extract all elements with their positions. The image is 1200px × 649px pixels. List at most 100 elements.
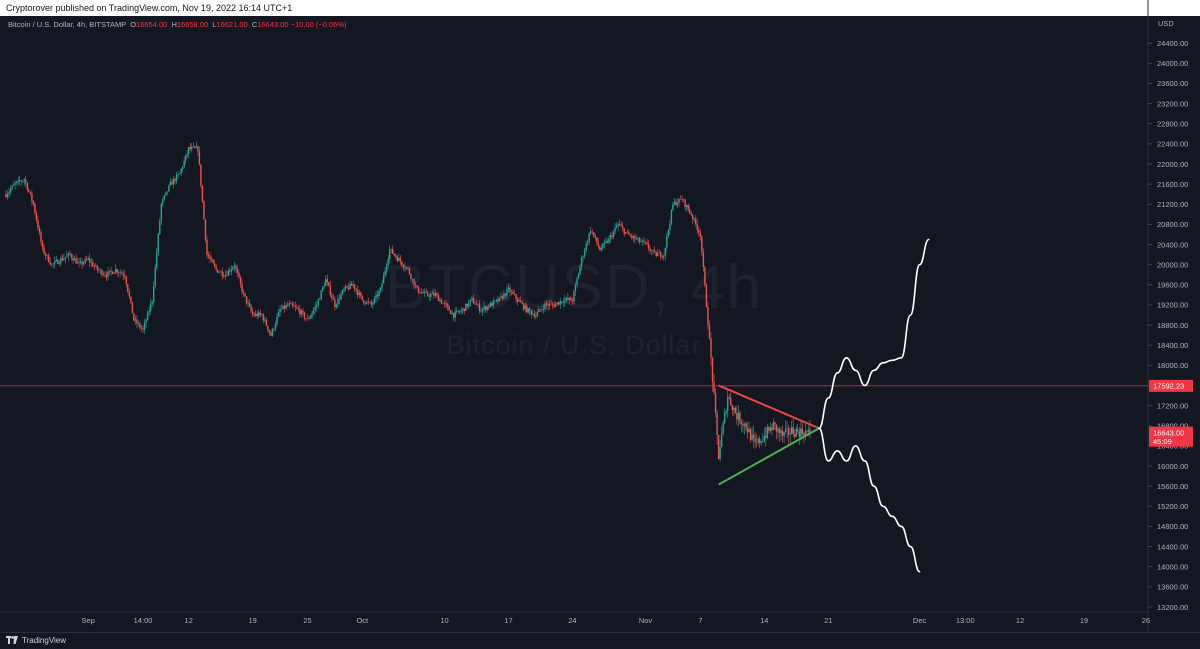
candle-body	[449, 310, 452, 314]
candle-body	[647, 244, 650, 249]
candle-body	[765, 436, 767, 438]
candle-body	[186, 153, 188, 156]
candle-body	[760, 441, 762, 444]
candle-body	[288, 303, 290, 306]
candle-body	[381, 283, 383, 288]
projection-up-path	[818, 238, 930, 430]
candle-body	[614, 227, 616, 232]
candle-body	[410, 274, 412, 280]
candle-body	[617, 223, 619, 227]
candle-body	[755, 442, 758, 443]
candle-body	[168, 185, 170, 192]
candle-body	[67, 253, 70, 256]
candle-body	[35, 213, 38, 221]
candle-body	[305, 318, 307, 319]
candle-body	[105, 275, 108, 278]
candle-body	[23, 179, 25, 181]
candle-body	[591, 231, 593, 233]
candle-body	[688, 209, 691, 213]
candle-body	[130, 296, 132, 303]
candle-body	[366, 301, 368, 304]
low-key: L	[212, 20, 217, 29]
candle-body	[615, 226, 618, 228]
candle-body	[306, 318, 309, 320]
published-text: Cryptorover published on TradingView.com…	[6, 3, 293, 13]
candle-body	[236, 268, 239, 273]
candle-body	[494, 300, 496, 302]
y-tick-label: 24000.00	[1157, 59, 1188, 68]
candle-body	[110, 270, 112, 272]
candle-body	[255, 313, 257, 316]
candle-body	[311, 313, 313, 317]
candle-body	[384, 270, 386, 276]
candle-body	[484, 306, 487, 310]
candle-body	[681, 199, 683, 201]
candle-body	[43, 247, 45, 254]
candle-body	[774, 422, 776, 425]
candle-body	[159, 220, 161, 235]
candle-body	[69, 253, 71, 255]
candle-body	[312, 309, 315, 314]
candle-body	[188, 147, 190, 154]
candle-body	[274, 324, 277, 329]
candle-body	[692, 215, 694, 220]
footer: TradingView	[0, 632, 1200, 649]
candle-body	[716, 412, 718, 436]
candle-body	[541, 309, 543, 310]
candle-body	[775, 424, 778, 432]
candle-body	[402, 265, 405, 268]
candle-body	[326, 279, 328, 283]
candle-body	[452, 312, 455, 318]
candle-body	[177, 174, 179, 175]
candle-body	[166, 191, 169, 192]
candle-body	[538, 309, 540, 313]
candle-body	[194, 146, 196, 148]
candle-body	[376, 294, 379, 297]
candle-body	[239, 277, 242, 284]
close-key: C	[251, 20, 258, 29]
candle-body	[37, 220, 39, 229]
candle-body	[486, 306, 488, 310]
footer-brand: TradingView	[22, 636, 67, 645]
candle-body	[157, 234, 159, 253]
candle-body	[539, 309, 542, 311]
candle-body	[279, 309, 281, 313]
candle-body	[98, 269, 100, 271]
candle-body	[317, 299, 319, 306]
candle-body	[25, 179, 27, 183]
candle-body	[131, 302, 134, 314]
candle-body	[742, 423, 744, 426]
candle-body	[672, 203, 674, 210]
candle-body	[719, 447, 721, 460]
candle-body	[728, 396, 730, 398]
price-chart[interactable]: 24400.00 24000.00 23600.00 23200.00 22800.00…	[0, 0, 1200, 632]
candle-body	[163, 195, 166, 200]
open-key: O	[130, 20, 137, 29]
candle-body	[769, 427, 772, 431]
candle-body	[474, 303, 476, 305]
candle-body	[498, 297, 501, 302]
candle-body	[79, 261, 82, 263]
candle-body	[513, 293, 516, 295]
candle-body	[203, 201, 205, 220]
candle-body	[570, 297, 572, 301]
candle-body	[413, 278, 415, 286]
candle-body	[70, 254, 73, 258]
high-key: H	[171, 20, 177, 29]
candle-body	[807, 429, 810, 432]
candle-body	[395, 255, 397, 257]
candle-body	[463, 308, 466, 311]
candle-body	[583, 250, 586, 257]
candle-body	[296, 307, 298, 309]
candle-body	[638, 237, 641, 242]
triangle-lower-line	[718, 427, 820, 486]
candle-body	[698, 230, 700, 233]
x-tick-label: 12	[185, 616, 193, 625]
candle-body	[608, 238, 610, 243]
candle-body	[125, 276, 127, 285]
candle-body	[535, 315, 537, 317]
projection-down-path	[818, 427, 921, 573]
candle-body	[551, 303, 554, 305]
candle-body	[472, 297, 475, 304]
x-tick-label: Sep	[82, 616, 95, 625]
